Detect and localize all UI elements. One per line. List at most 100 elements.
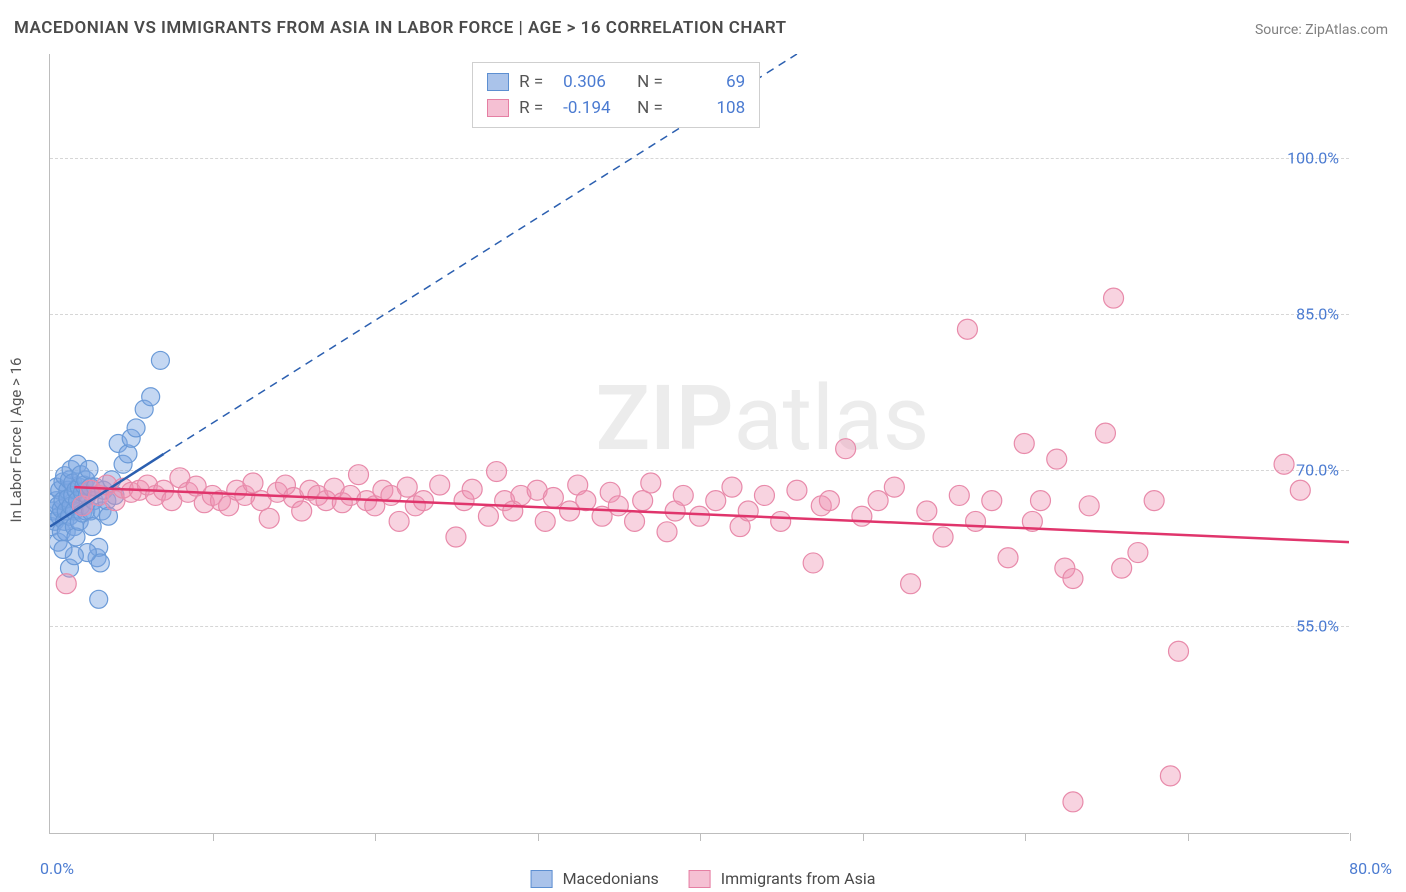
data-point-asia xyxy=(1079,496,1099,516)
data-point-asia xyxy=(901,574,921,594)
data-point-asia xyxy=(949,485,969,505)
n-label: N = xyxy=(637,72,671,92)
data-point-asia xyxy=(1047,449,1067,469)
x-tick xyxy=(700,833,701,841)
data-point-asia xyxy=(966,511,986,531)
data-point-asia xyxy=(243,473,263,493)
series-legend: Macedonians Immigrants from Asia xyxy=(531,869,876,888)
n-value-macedonians: 69 xyxy=(681,72,745,92)
source-link[interactable]: ZipAtlas.com xyxy=(1305,22,1388,38)
data-point-asia xyxy=(349,465,369,485)
data-point-asia xyxy=(1014,434,1034,454)
x-tick xyxy=(1350,833,1351,841)
data-point-asia xyxy=(1104,288,1124,308)
r-value-asia: -0.194 xyxy=(563,98,627,118)
data-point-asia xyxy=(1112,558,1132,578)
data-point-macedonians xyxy=(83,518,101,536)
data-point-asia xyxy=(1128,543,1148,563)
data-point-asia xyxy=(1030,491,1050,511)
legend-label-asia: Immigrants from Asia xyxy=(721,869,876,888)
data-point-asia xyxy=(1290,480,1310,500)
data-point-asia xyxy=(998,548,1018,568)
data-point-asia xyxy=(819,491,839,511)
scatter-svg xyxy=(50,54,1349,833)
legend-item-asia: Immigrants from Asia xyxy=(689,869,876,888)
legend-item-macedonians: Macedonians xyxy=(531,869,659,888)
r-label: R = xyxy=(519,72,553,92)
data-point-asia xyxy=(657,522,677,542)
swatch-asia-icon xyxy=(689,870,711,888)
data-point-asia xyxy=(787,480,807,500)
data-point-asia xyxy=(706,491,726,511)
legend-row-asia: R = -0.194 N = 108 xyxy=(487,95,745,121)
data-point-asia xyxy=(754,485,774,505)
data-point-asia xyxy=(462,479,482,499)
correlation-chart: MACEDONIAN VS IMMIGRANTS FROM ASIA IN LA… xyxy=(0,0,1406,892)
data-point-asia xyxy=(633,491,653,511)
data-point-asia xyxy=(868,491,888,511)
data-point-asia xyxy=(836,439,856,459)
data-point-asia xyxy=(933,527,953,547)
data-point-asia xyxy=(535,511,555,531)
legend-row-macedonians: R = 0.306 N = 69 xyxy=(487,69,745,95)
n-value-asia: 108 xyxy=(681,98,745,118)
swatch-asia xyxy=(487,99,509,117)
data-point-asia xyxy=(982,491,1002,511)
data-point-asia xyxy=(56,574,76,594)
data-point-asia xyxy=(1063,792,1083,812)
x-tick xyxy=(863,833,864,841)
legend-label-macedonians: Macedonians xyxy=(563,869,659,888)
data-point-asia xyxy=(771,511,791,531)
data-point-asia xyxy=(1160,766,1180,786)
data-point-asia xyxy=(259,508,279,528)
data-point-asia xyxy=(487,462,507,482)
x-axis-min-label: 0.0% xyxy=(40,859,74,878)
data-point-asia xyxy=(641,473,661,493)
y-axis-label: In Labor Force | Age > 16 xyxy=(7,358,25,523)
data-point-asia xyxy=(1169,641,1189,661)
data-point-macedonians xyxy=(119,445,137,463)
data-point-asia xyxy=(608,496,628,516)
data-point-asia xyxy=(803,553,823,573)
data-point-asia xyxy=(413,491,433,511)
x-tick xyxy=(1025,833,1026,841)
source-attribution: Source: ZipAtlas.com xyxy=(1255,22,1388,38)
x-tick xyxy=(1188,833,1189,841)
data-point-asia xyxy=(852,506,872,526)
data-point-asia xyxy=(397,477,417,497)
data-point-asia xyxy=(292,501,312,521)
data-point-asia xyxy=(957,319,977,339)
data-point-asia xyxy=(690,506,710,526)
data-point-asia xyxy=(446,527,466,547)
r-value-macedonians: 0.306 xyxy=(563,72,627,92)
data-point-asia xyxy=(1144,491,1164,511)
data-point-asia xyxy=(389,511,409,531)
plot-area: ZIPatlas R = 0.306 N = 69 R = -0.194 N =… xyxy=(49,54,1349,834)
data-point-asia xyxy=(543,488,563,508)
x-axis-max-label: 80.0% xyxy=(1349,859,1392,878)
data-point-asia xyxy=(478,506,498,526)
x-tick xyxy=(213,833,214,841)
chart-title: MACEDONIAN VS IMMIGRANTS FROM ASIA IN LA… xyxy=(14,18,787,38)
data-point-asia xyxy=(673,485,693,505)
x-tick xyxy=(538,833,539,841)
data-point-macedonians xyxy=(80,460,98,478)
data-point-asia xyxy=(430,475,450,495)
data-point-macedonians xyxy=(90,590,108,608)
data-point-macedonians xyxy=(127,419,145,437)
data-point-asia xyxy=(625,511,645,531)
n-label: N = xyxy=(637,98,671,118)
data-point-macedonians xyxy=(151,351,169,369)
swatch-macedonians-icon xyxy=(531,870,553,888)
swatch-macedonians xyxy=(487,73,509,91)
correlation-legend: R = 0.306 N = 69 R = -0.194 N = 108 xyxy=(472,62,760,128)
r-label: R = xyxy=(519,98,553,118)
data-point-asia xyxy=(917,501,937,521)
data-point-asia xyxy=(722,477,742,497)
data-point-asia xyxy=(738,501,758,521)
data-point-asia xyxy=(576,491,596,511)
data-point-asia xyxy=(1095,423,1115,443)
data-point-macedonians xyxy=(54,540,72,558)
x-tick xyxy=(375,833,376,841)
source-label: Source: xyxy=(1255,22,1302,38)
